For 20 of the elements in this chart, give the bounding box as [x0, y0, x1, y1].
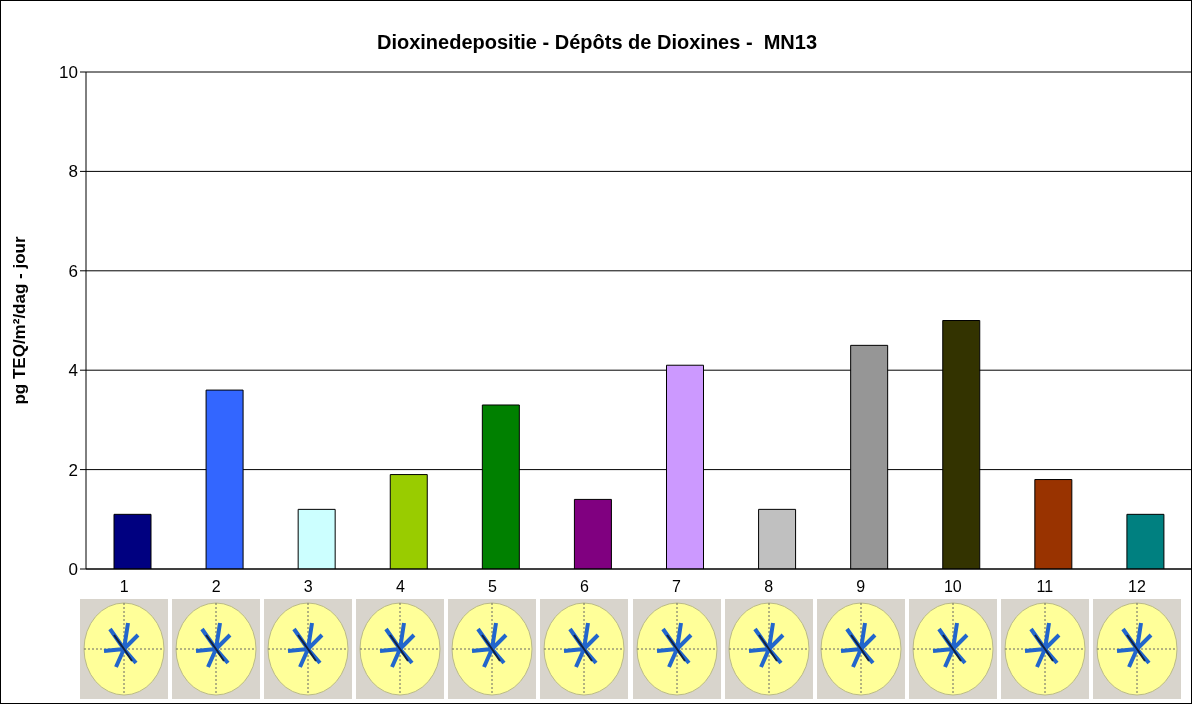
x-tick-label: 4: [394, 578, 406, 596]
y-tick-label: 4: [68, 361, 78, 381]
x-tick-label: 12: [1127, 578, 1147, 596]
y-tick-label: 0: [68, 560, 78, 580]
x-tick-label: 6: [579, 578, 590, 596]
x-tick-label: 2: [210, 578, 222, 596]
x-tick-label: 1: [118, 578, 130, 596]
y-tick-label: 8: [68, 162, 78, 182]
x-tick-label: 3: [302, 578, 314, 596]
x-tick-label: 10: [942, 578, 963, 596]
x-tick-label: 11: [1035, 578, 1055, 596]
x-tick-label: 9: [855, 578, 867, 596]
x-tick-label: 7: [671, 578, 682, 596]
y-tick-label: 2: [68, 460, 78, 480]
y-axis-title: pg TEQ/m²/dag - jour: [10, 236, 30, 405]
y-tick-label: 10: [59, 63, 78, 83]
x-tick-label: 8: [763, 578, 775, 596]
x-tick-label: 5: [486, 578, 498, 596]
y-tick-label: 6: [68, 261, 78, 281]
chart-title: Dioxinedepositie - Dépôts de Dioxines - MN13: [375, 31, 819, 54]
